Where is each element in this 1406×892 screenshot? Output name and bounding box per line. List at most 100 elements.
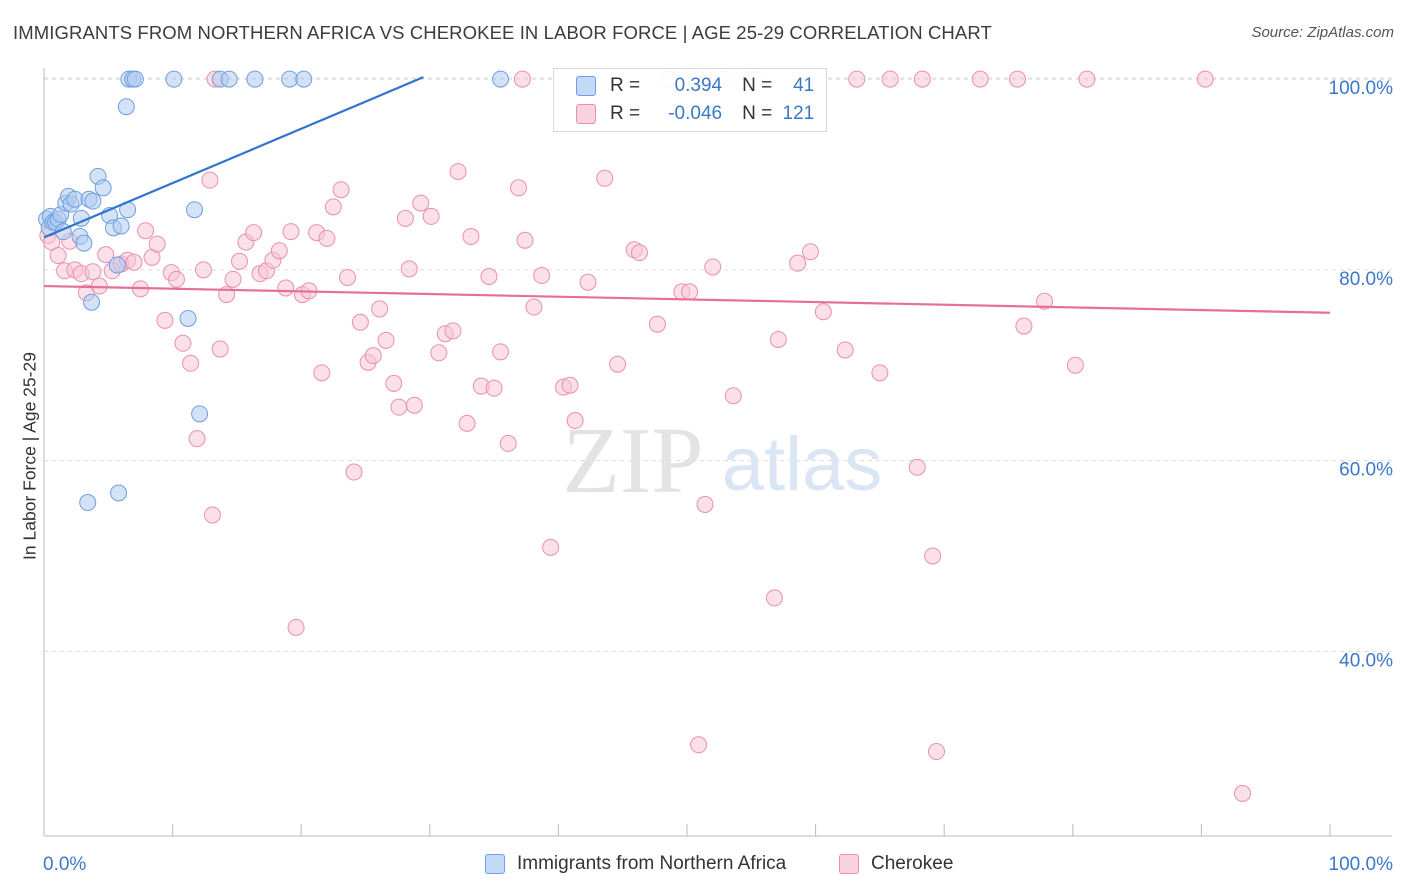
data-point [462, 227, 480, 245]
data-point [179, 309, 197, 327]
data-point [913, 70, 931, 88]
data-point [182, 354, 200, 372]
bottom-legend-immigrants: Immigrants from Northern Africa [485, 851, 786, 877]
data-point [927, 742, 945, 760]
data-point [881, 70, 899, 88]
data-point [1009, 70, 1027, 88]
data-point [203, 506, 221, 524]
data-point [84, 192, 102, 210]
data-point [110, 484, 128, 502]
data-point [908, 458, 926, 476]
data-point [97, 246, 115, 264]
data-point [282, 223, 300, 241]
legend-swatch-blue [576, 76, 596, 96]
legend-n-value: 41 [793, 75, 815, 96]
data-point [188, 430, 206, 448]
data-point [108, 256, 126, 274]
data-point [1036, 292, 1054, 310]
watermark-atlas: atlas [722, 422, 883, 507]
data-point [696, 495, 714, 513]
data-point [513, 70, 531, 88]
data-point [814, 303, 832, 321]
legend-r-label: R = [610, 75, 641, 96]
trend-line-cherokee [43, 284, 1331, 314]
y-tick-label: 60.0% [1339, 460, 1393, 481]
y-tick-label: 100.0% [1329, 78, 1394, 99]
correlation-legend: R = 0.394 N = 41 R = -0.046 N = 121 [553, 68, 827, 132]
legend-r-value: 0.394 [674, 75, 723, 96]
data-point [287, 618, 305, 636]
data-point [789, 254, 807, 272]
data-point [1066, 356, 1084, 374]
trend-lines [43, 76, 1331, 314]
data-point [690, 736, 708, 754]
data-point [400, 260, 418, 278]
data-point [148, 235, 166, 253]
data-point [704, 258, 722, 276]
watermark-zip: ZIP [563, 409, 704, 513]
legend-n-label: N = [742, 103, 773, 124]
data-point [318, 229, 336, 247]
bottom-legend-cherokee: Cherokee [839, 851, 953, 877]
data-point [422, 207, 440, 225]
data-point [66, 190, 84, 208]
data-point [533, 267, 551, 285]
data-point [681, 283, 699, 301]
data-point [371, 300, 389, 318]
data-point [83, 293, 101, 311]
data-point [430, 344, 448, 362]
data-point [492, 343, 510, 361]
trend-line-immigrants [43, 76, 424, 239]
data-point [765, 589, 783, 607]
data-point [313, 364, 331, 382]
data-point [609, 355, 627, 373]
legend-n-label: N = [742, 75, 773, 96]
data-point [525, 298, 543, 316]
data-point [351, 313, 369, 331]
chart-title: IMMIGRANTS FROM NORTHERN AFRICA VS CHERO… [13, 22, 992, 43]
data-point [270, 242, 288, 260]
data-point [167, 270, 185, 288]
data-point [1196, 70, 1214, 88]
data-point [499, 434, 517, 452]
data-point [194, 261, 212, 279]
data-point [648, 315, 666, 333]
data-point [191, 405, 209, 423]
data-point [724, 387, 742, 405]
bottom-legend-label: Cherokee [871, 853, 954, 874]
legend-r-value: -0.046 [668, 103, 723, 124]
legend-row-immigrants: R = 0.394 N = 41 [576, 74, 814, 98]
watermark: ZIP atlas [563, 409, 883, 513]
y-tick-label: 80.0% [1339, 269, 1393, 290]
data-point [1078, 70, 1096, 88]
data-point [224, 270, 242, 288]
data-point [596, 169, 614, 187]
data-point [112, 217, 130, 235]
data-point [1015, 317, 1033, 335]
data-point [480, 268, 498, 286]
axes [43, 68, 1392, 837]
data-point [277, 279, 295, 297]
data-point [338, 268, 356, 286]
x-tick-label: 100.0% [1329, 854, 1394, 875]
data-point [281, 70, 299, 88]
data-point [396, 209, 414, 227]
data-point [332, 181, 350, 199]
data-point [230, 252, 248, 270]
legend-n-value: 121 [782, 103, 815, 124]
data-point [137, 222, 155, 240]
data-point [516, 231, 534, 249]
data-point [185, 201, 203, 219]
y-tick-label: 40.0% [1339, 650, 1393, 671]
data-point [492, 70, 510, 88]
data-point [836, 341, 854, 359]
data-point [377, 331, 395, 349]
data-point [510, 179, 528, 197]
data-point [126, 70, 144, 88]
data-point [971, 70, 989, 88]
data-point [364, 347, 382, 365]
data-point [345, 463, 363, 481]
data-point [566, 412, 584, 430]
data-point [245, 224, 263, 242]
